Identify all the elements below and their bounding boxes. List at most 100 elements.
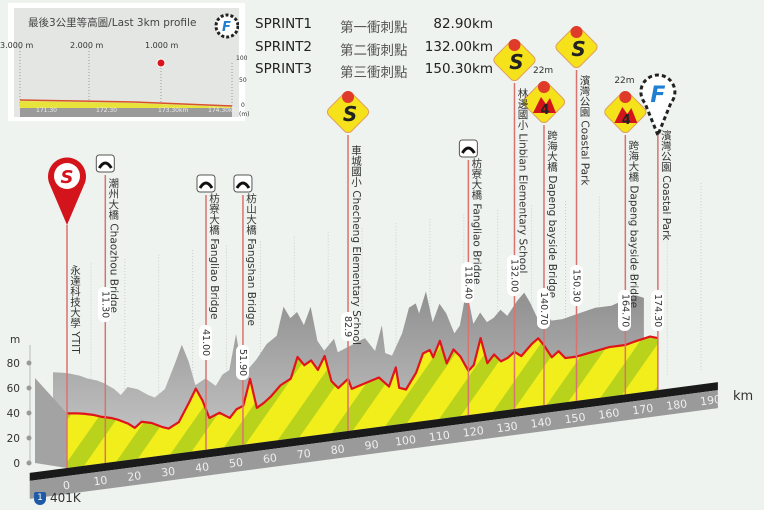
x-tick-label: 10: [93, 474, 109, 489]
inset-title: 最後3公里等高圖/Last 3km profile: [28, 17, 197, 29]
marker-km-label: 41.00: [198, 325, 212, 361]
route-label: 1 401K: [34, 491, 81, 505]
inset-scale-label: 100: [236, 55, 248, 62]
x-tick-label: 130: [496, 420, 519, 436]
x-tick-label: 170: [632, 402, 655, 418]
route-shield-icon: 1: [34, 491, 46, 505]
inset-distance-label: 3.000 m: [0, 41, 34, 50]
sprint-row: SPRINT2 第二衝刺點 132.00km: [255, 39, 493, 62]
y-tick-dot: [26, 385, 32, 391]
inset-profile-fill: [20, 101, 232, 108]
x-tick-label: 20: [127, 469, 143, 484]
sprint-km: 150.30km: [424, 61, 493, 77]
x-tick-label: 120: [462, 424, 485, 440]
x-tick-label: 140: [530, 415, 553, 431]
bridge-icon: [233, 174, 253, 193]
marker-km-label: 164.70: [618, 290, 632, 332]
marker-km-label: 140.70: [536, 288, 550, 330]
marker-km-label: 174.30: [650, 290, 664, 332]
base-bar: [29, 382, 718, 481]
marker-name: 濱灣公園 Coastal Park: [659, 130, 672, 241]
svg-text:4: 4: [622, 113, 631, 128]
marker-name: 車城國小 Checheng Elementary School: [350, 145, 363, 345]
x-tick-label: 100: [394, 433, 417, 449]
sprint-cn: 第一衝刺點: [340, 20, 408, 36]
marker-name: 跨海大橋 Dapeng bayside Bridge: [627, 140, 640, 309]
sprint-row: SPRINT3 第三衝刺點 150.30km: [255, 61, 493, 84]
last-3km-inset: F 最後3公里等高圖/Last 3km profile 3.000 m 2.00…: [0, 3, 250, 121]
y-tick-label: 60: [7, 383, 20, 395]
y-tick-label: 20: [7, 433, 20, 445]
marker-km-label: 118.40: [461, 262, 475, 304]
x-tick-label: 110: [428, 429, 451, 445]
x-tick-label: 40: [194, 460, 210, 475]
bridge-icon: [196, 174, 216, 193]
sprint-table: SPRINT1 第一衝刺點 82.90km SPRINT2 第二衝刺點 132.00km…: [255, 16, 493, 84]
inset-profile-line: [19, 99, 233, 107]
inset-km-label: 173.30km: [158, 107, 189, 114]
marker-km-label: 132.00: [507, 255, 521, 297]
finish-pin-icon: [214, 13, 239, 39]
inset-km-label: 171.30: [36, 107, 57, 114]
x-tick-label: 90: [364, 438, 380, 453]
inset-axis-band: [20, 108, 232, 117]
sprint-row: SPRINT1 第一衝刺點 82.90km: [255, 16, 493, 39]
x-tick-label: 160: [598, 406, 621, 422]
bridge-icon: [95, 154, 115, 173]
sprint-cn: 第三衝刺點: [340, 65, 408, 81]
svg-text:4: 4: [540, 103, 549, 118]
kom-height-label: 22m: [614, 76, 635, 86]
y-tick-label: 40: [7, 408, 20, 420]
y-tick-dot: [26, 460, 32, 466]
inset-km-label: 172.30: [96, 107, 117, 114]
x-tick-label: 180: [665, 397, 688, 413]
start-pin-icon: S: [48, 157, 86, 225]
marker-name: 林邊國小 Linbian Elementary School: [516, 88, 529, 274]
inset-scale-label: 0: [241, 102, 245, 109]
x-tick-label: 80: [330, 442, 346, 457]
flamme-rouge-icon: [156, 58, 166, 68]
inset-scale-label: (m): [239, 111, 250, 118]
sprint-name: SPRINT2: [255, 38, 313, 55]
marker-name: 濱灣公園 Coastal Park: [578, 75, 591, 186]
inset-scale-label: 50: [239, 77, 247, 84]
y-axis-label: m: [10, 334, 20, 346]
sprint-name: SPRINT1: [255, 16, 313, 32]
profile-fill: [67, 336, 658, 468]
x-tick-label: 50: [228, 456, 244, 471]
marker-km-label: 150.30: [569, 265, 583, 307]
svg-text:F: F: [222, 20, 231, 35]
svg-text:S: S: [509, 50, 523, 74]
marker-name: 永達科技大學 YTIT: [69, 265, 81, 354]
x-tick-label: 0: [62, 479, 71, 493]
marker-name: 潮州大橋 Chaozhou Bridge: [107, 178, 120, 313]
svg-text:F: F: [650, 83, 665, 108]
inset-distance-label: 2.000 m: [70, 41, 104, 50]
marker-name: 枋寮大橋 Fangliao Bridge: [207, 193, 220, 320]
kom-height-label: 22m: [532, 66, 554, 76]
x-tick-label: 30: [160, 465, 176, 480]
sprint-icon: S: [493, 38, 536, 82]
kom-cat4-icon: 4: [522, 80, 566, 124]
marker-name: 跨海大橋 Dapeng bayside Bridge: [545, 130, 558, 299]
y-tick-dot: [26, 360, 32, 366]
sprint-cn: 第二衝刺點: [340, 42, 408, 59]
x-tick-label: 70: [296, 447, 312, 462]
x-tick-label: 190: [699, 393, 722, 409]
x-tick-label: 60: [262, 451, 278, 466]
y-tick-label: 0: [13, 458, 20, 470]
svg-text:S: S: [343, 102, 357, 126]
marker-km-label: 82.9: [341, 312, 355, 342]
marker-name: 枋寮大橋 Fangliao Bridge: [470, 158, 483, 285]
sprint-icon: S: [555, 25, 598, 69]
profile-line: [66, 335, 659, 430]
finish-pin-icon: F: [639, 73, 677, 139]
inset-panel: F: [14, 8, 239, 117]
marker-name: 枋山大橋 Fangshan Bridge: [244, 193, 257, 326]
inset-km-label: 174.30km: [208, 107, 239, 114]
svg-text:S: S: [61, 167, 74, 188]
x-axis-label: km: [733, 389, 753, 404]
x-axis-band: [29, 390, 718, 499]
y-tick-label: 80: [7, 358, 20, 370]
svg-text:S: S: [571, 37, 585, 61]
